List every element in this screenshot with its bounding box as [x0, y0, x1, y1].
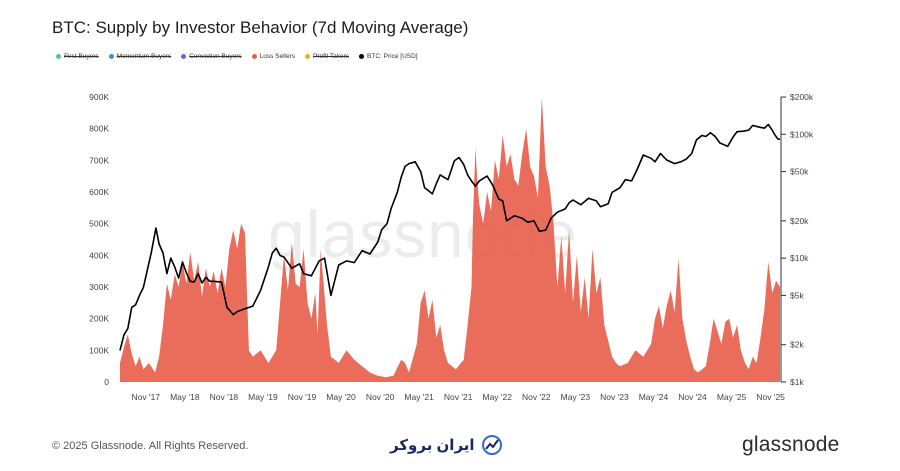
- btc-price-line: [119, 123, 781, 351]
- legend-label: Loss Sellers: [259, 53, 296, 60]
- y-left-tick-label: 500K: [89, 219, 109, 229]
- x-tick-label: May '18: [170, 392, 200, 402]
- y-right-tick-label: $1k: [790, 377, 804, 387]
- loss-sellers-area: [120, 97, 780, 382]
- y-right-tick-label: $200k: [790, 92, 814, 102]
- y-left-tick-label: 200K: [89, 314, 109, 324]
- legend-item-profit-takers[interactable]: Profit Takers: [305, 53, 349, 60]
- legend-item-loss-sellers[interactable]: Loss Sellers: [251, 53, 296, 60]
- x-tick-label: Nov '18: [210, 392, 239, 402]
- x-tick-label: Nov '21: [444, 392, 473, 402]
- x-tick-label: Nov '23: [600, 392, 629, 402]
- y-left-tick-label: 700K: [89, 155, 109, 165]
- legend-label: Conviction Buyers: [189, 53, 242, 60]
- y-right-tick-label: $10k: [790, 253, 809, 263]
- y-left-tick-label: 0: [104, 377, 109, 387]
- partner-logo-text: ایران بروکر: [390, 437, 475, 454]
- legend-item-conviction-buyers[interactable]: Conviction Buyers: [181, 53, 242, 60]
- page-title: BTC: Supply by Investor Behavior (7d Mov…: [52, 18, 469, 37]
- legend-item-momentum-buyers[interactable]: Momentum Buyers: [108, 53, 172, 60]
- y-left-tick-label: 600K: [89, 187, 109, 197]
- legend-label: BTC: Price [USD]: [367, 53, 418, 60]
- y-right-tick-label: $50k: [790, 167, 809, 177]
- chart-legend: First Buyers Momentum Buyers Conviction Bu…: [56, 53, 418, 60]
- x-tick-label: May '21: [404, 392, 434, 402]
- legend-dot-icon: [181, 54, 187, 59]
- legend-dot-icon: [305, 54, 311, 59]
- x-tick-label: May '25: [717, 392, 747, 402]
- legend-item-btc-price-usd[interactable]: BTC: Price [USD]: [359, 53, 418, 60]
- y-left-tick-label: 400K: [89, 250, 109, 260]
- x-tick-label: May '23: [561, 392, 591, 402]
- x-tick-label: Nov '19: [288, 392, 317, 402]
- x-tick-label: Nov '17: [131, 392, 160, 402]
- legend-item-first-buyers[interactable]: First Buyers: [56, 53, 99, 60]
- copyright-text: © 2025 Glassnode. All Rights Reserved.: [52, 440, 249, 452]
- x-tick-label: Nov '24: [678, 392, 707, 402]
- legend-label: First Buyers: [64, 53, 99, 60]
- y-left-tick-label: 100K: [89, 345, 109, 355]
- x-tick-label: Nov '22: [522, 392, 551, 402]
- x-tick-label: May '19: [248, 392, 278, 402]
- x-tick-label: May '22: [483, 392, 513, 402]
- y-right-tick-label: $2k: [790, 340, 804, 350]
- y-right-tick-label: $20k: [790, 216, 809, 226]
- y-left-tick-label: 300K: [89, 282, 109, 292]
- legend-dot-icon: [108, 54, 114, 59]
- glassnode-logo: glassnode: [742, 433, 840, 456]
- y-right-tick-label: $100k: [790, 129, 814, 139]
- x-tick-label: Nov '20: [366, 392, 395, 402]
- legend-dot-icon: [251, 54, 257, 59]
- y-right-tick-label: $5k: [790, 290, 804, 300]
- y-left-tick-label: 800K: [89, 124, 109, 134]
- x-tick-label: May '20: [326, 392, 356, 402]
- partner-logo: ایران بروکر: [390, 434, 503, 456]
- legend-label: Momentum Buyers: [116, 53, 172, 60]
- legend-dot-icon: [56, 54, 61, 59]
- legend-dot-icon: [359, 54, 365, 59]
- x-tick-label: May '24: [639, 392, 669, 402]
- y-left-tick-label: 900K: [89, 92, 109, 102]
- legend-label: Profit Takers: [313, 53, 350, 60]
- x-tick-label: Nov '25: [756, 392, 785, 402]
- partner-chart-icon: [481, 435, 502, 455]
